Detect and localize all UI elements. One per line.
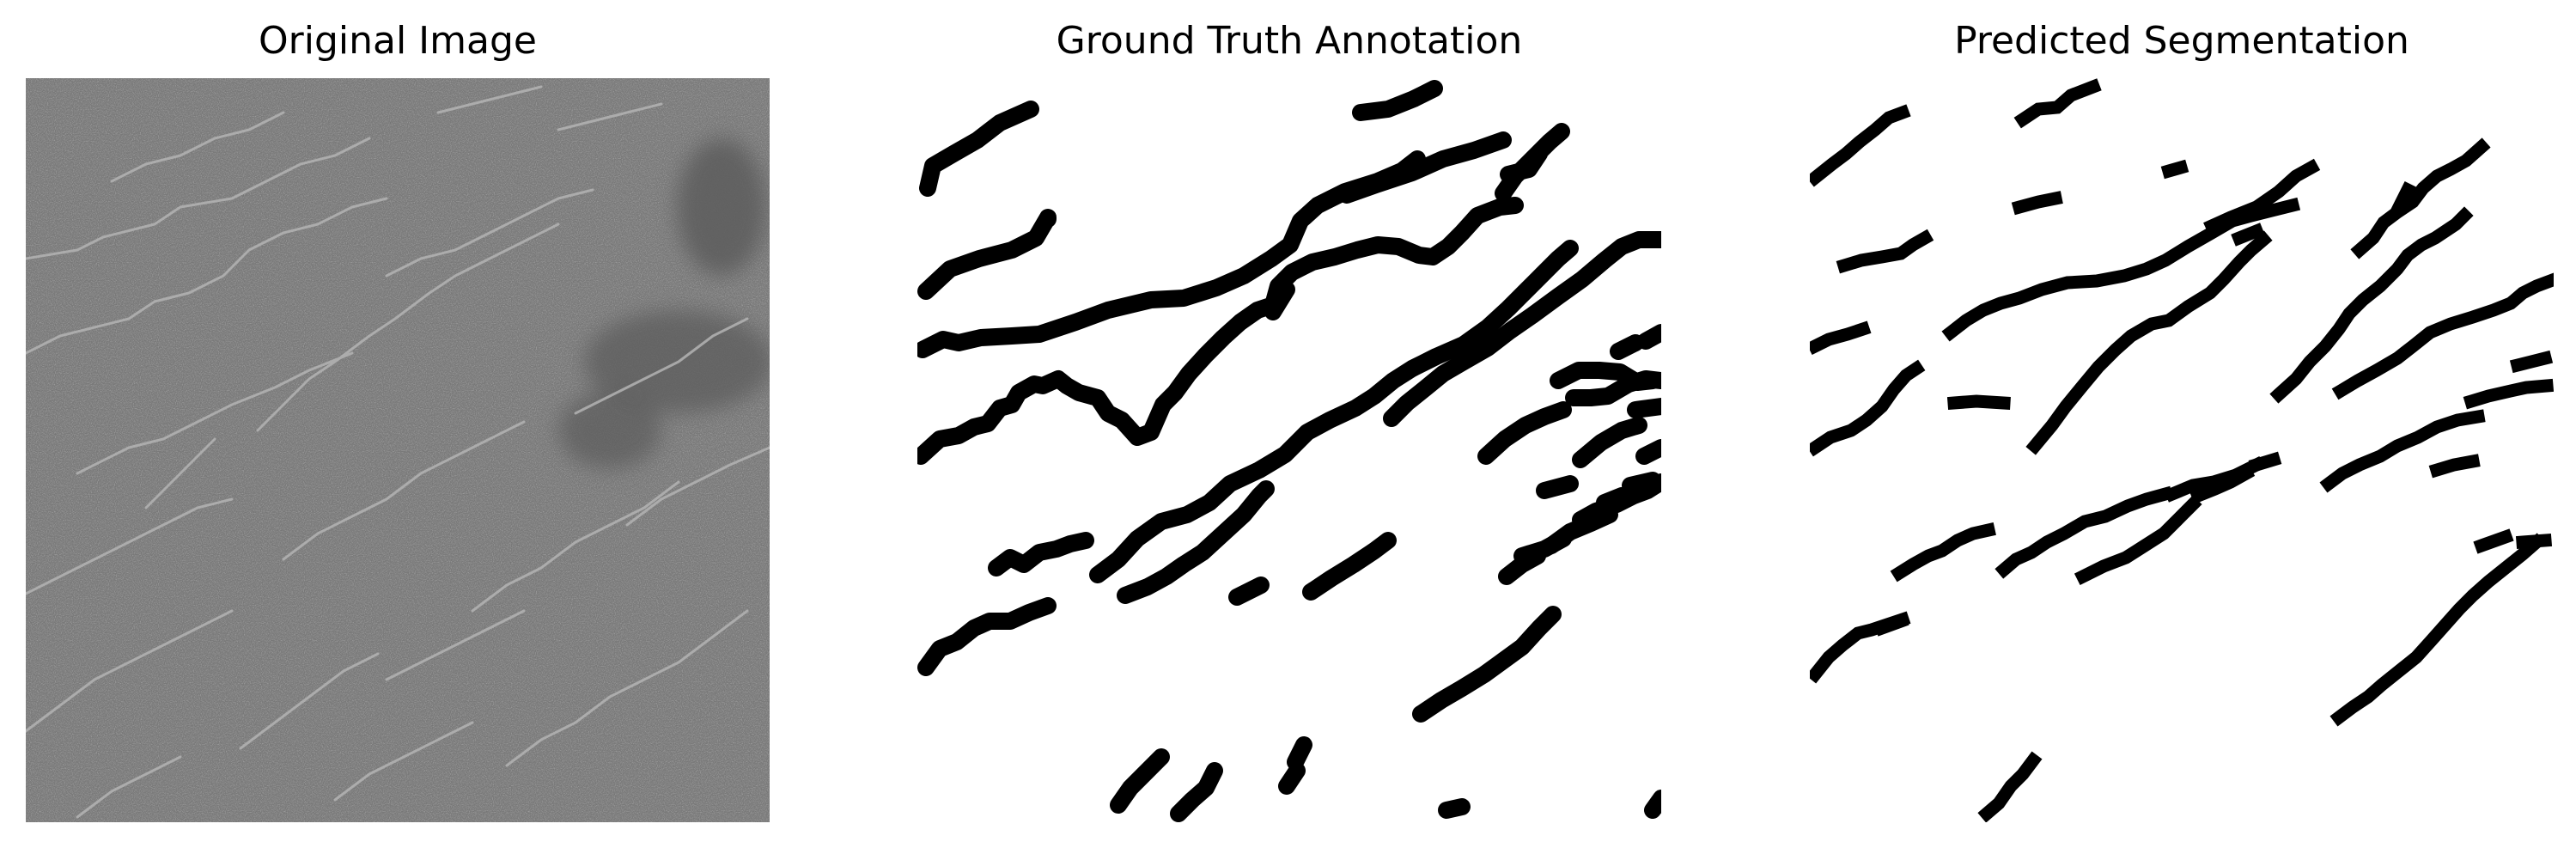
crack-lines	[26, 85, 770, 819]
original-image-panel: Original Image	[26, 0, 770, 848]
ground-truth-mask	[917, 78, 1661, 822]
photo-background	[26, 78, 770, 822]
ground-truth-canvas	[917, 78, 1661, 822]
predicted-segmentation-panel: Predicted Segmentation	[1810, 0, 2554, 848]
predicted-segmentation-canvas	[1810, 78, 2554, 822]
predicted-segmentation-title: Predicted Segmentation	[1954, 19, 2409, 63]
prediction-strokes	[1810, 78, 2554, 822]
predicted-segmentation-mask	[1810, 78, 2554, 822]
original-image	[26, 78, 770, 822]
ground-truth-title: Ground Truth Annotation	[1056, 19, 1523, 63]
ground-truth-panel: Ground Truth Annotation	[917, 0, 1661, 848]
annotation-strokes	[917, 80, 1661, 822]
original-image-canvas	[26, 78, 770, 822]
original-image-title: Original Image	[259, 19, 537, 63]
